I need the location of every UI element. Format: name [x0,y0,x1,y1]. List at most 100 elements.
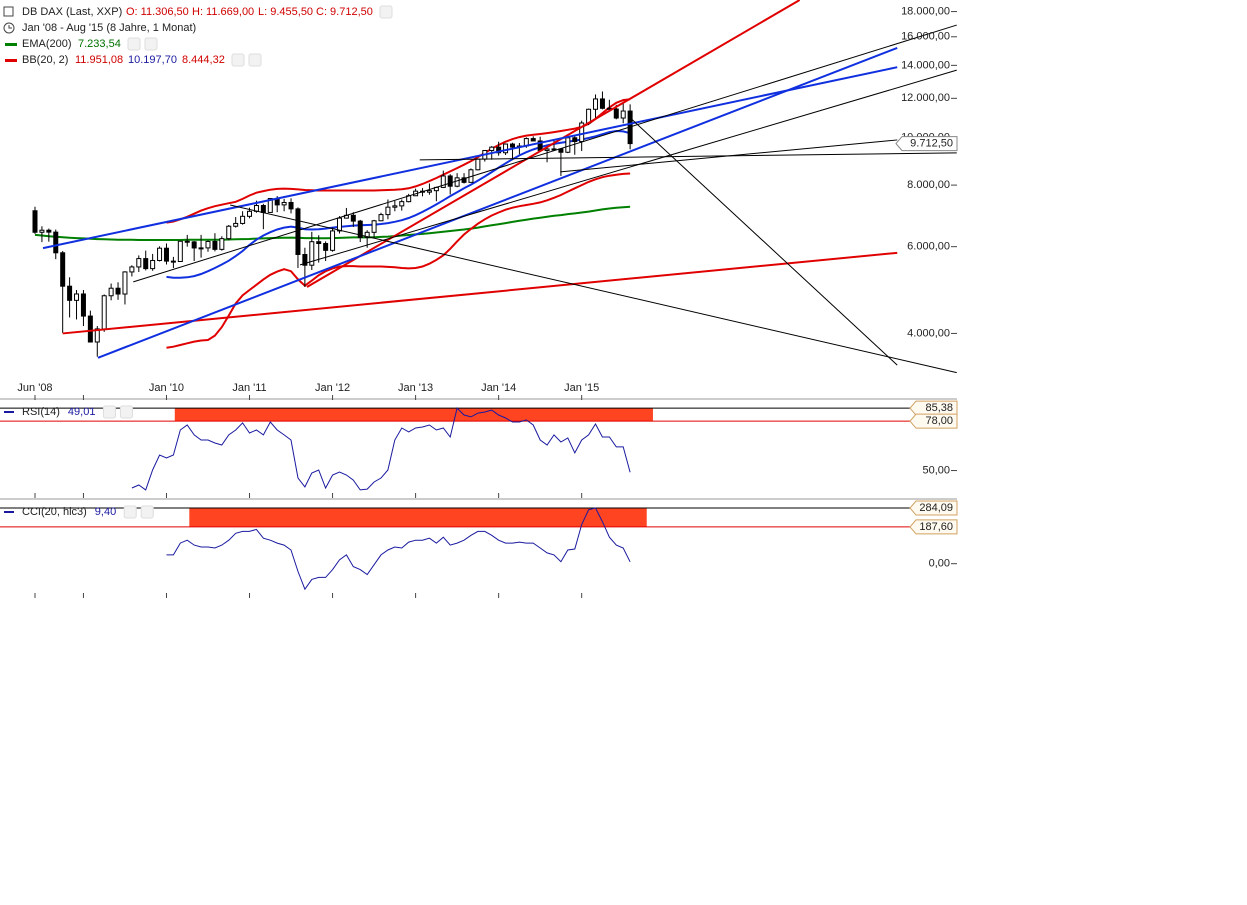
candle-body [240,215,246,224]
clock-hand [8,25,12,29]
candle-body [551,148,557,151]
x-tick-label: Jan '10 [149,382,184,394]
candle-body [364,231,370,238]
y-tick-label: 14.000,00 [901,59,950,71]
candle-body [184,240,190,243]
candle-body [461,177,467,183]
candle-body [399,201,405,207]
candle-body [385,206,391,216]
candle-body [74,293,80,301]
price-panel [32,0,957,374]
clock-icon [3,22,15,34]
low-legend: L: 9.455,50 [258,6,313,18]
close-icon[interactable] [119,405,133,419]
candle-body [53,231,59,254]
y-tick-label: 0,00 [929,558,950,570]
candle-body [440,175,446,188]
candle-body [544,148,550,151]
candle-body [108,287,114,297]
trendline [629,117,898,366]
trendline [306,0,801,288]
overlay: 4.000,006.000,008.000,0010.000,0012.000,… [0,5,958,598]
y-tick-label: 50,00 [922,464,950,476]
candle-body [94,328,100,343]
candle-body [323,243,329,251]
trendline [97,46,898,359]
ema-value: 7.233,54 [78,38,121,50]
candle-body [586,108,592,124]
close-icon[interactable] [248,53,262,67]
candle-body [143,258,149,270]
candle-body [392,205,398,208]
settings-icon[interactable] [127,37,141,51]
trendline [42,66,898,250]
ema-swatch [5,43,17,46]
candle-body [302,253,308,266]
trendline [62,251,898,335]
candle-body [593,98,599,110]
level-label: 187,60 [919,521,953,533]
symbol-icon [3,6,14,17]
candle-body [101,295,107,330]
trendline [230,204,957,374]
level-box [909,519,958,535]
candle-body [150,259,156,270]
candle-body [46,229,52,233]
y-tick-label: 8.000,00 [907,179,950,191]
y-tick-label: 12.000,00 [901,92,950,104]
instrument-title: DB DAX (Last, XXP) [22,6,122,18]
candle-body [39,229,45,233]
candle-body [281,201,287,206]
close-icon[interactable] [140,505,154,519]
indicator-line [166,507,631,591]
candle-body [60,252,66,287]
candle-body [620,110,626,119]
zone [174,408,653,422]
candle-body [503,143,509,154]
trendline [560,139,898,173]
settings-icon[interactable] [123,505,137,519]
trendline [419,152,957,161]
candle-body [267,198,273,213]
x-tick-label: Jan '13 [398,382,433,394]
close-icon[interactable] [144,37,158,51]
candle-body [613,108,619,119]
candle-body [565,137,571,153]
candle-body [371,220,377,233]
close-legend: C: 9.712,50 [316,6,373,18]
open-legend: O: 11.306,50 [126,6,189,18]
candle-body [260,205,266,213]
candle-body [115,287,121,295]
header-legend: DB DAX (Last, XXP) O: 11.306,50 H: 11.66… [3,5,393,67]
candle-body [177,240,183,263]
candle-body [336,217,342,232]
candle-body [226,225,232,240]
date-range: Jan '08 - Aug '15 (8 Jahre, 1 Monat) [22,22,196,34]
y-tick-label: 16.000,00 [901,31,950,43]
settings-icon[interactable] [102,405,116,419]
candle-body [509,143,515,148]
candle-body [247,210,253,217]
indicator-line [166,172,631,349]
level-label: 284,09 [919,502,953,514]
candle-body [330,230,336,251]
settings-icon[interactable] [379,5,393,19]
level-box [909,400,958,416]
candle-body [378,214,384,222]
x-tick-label: Jan '11 [232,382,266,394]
level-label: 78,00 [925,415,953,427]
price-marker [895,136,958,152]
zone [189,508,647,527]
x-tick-label: Jan '12 [315,382,350,394]
level-label: 85,38 [925,402,953,414]
legend-value: 49,01 [68,406,96,418]
settings-icon[interactable] [231,53,245,67]
high-legend: H: 11.669,00 [192,6,254,18]
bb-middle-value: 10.197,70 [128,54,177,66]
candle-body [163,247,169,262]
y-tick-label: 18.000,00 [901,5,950,17]
candle-body [350,214,356,222]
price-marker-label: 9.712,50 [910,138,953,150]
